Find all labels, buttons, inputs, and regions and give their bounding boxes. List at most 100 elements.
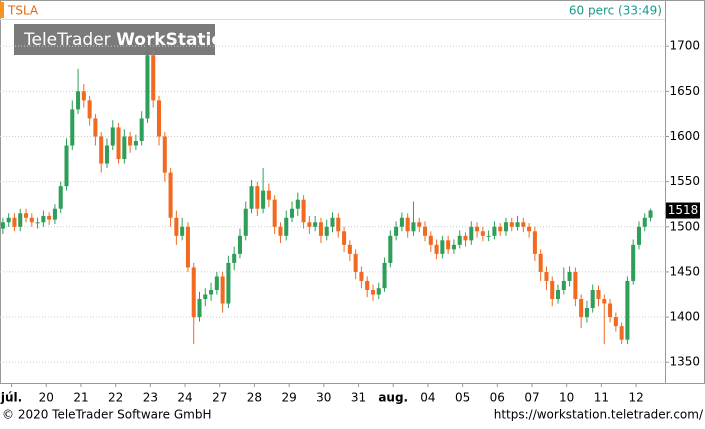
candle-body [579, 299, 584, 318]
last-price: 1518 [668, 203, 699, 217]
candle-body [133, 141, 138, 146]
x-tick-label: 30 [316, 391, 331, 405]
candle-body [266, 190, 271, 200]
candle-body [162, 136, 167, 173]
candle-body [87, 100, 92, 119]
candle-body [226, 262, 231, 304]
candle-body [509, 222, 514, 227]
candle-body [12, 217, 17, 227]
x-tick-label: 29 [281, 391, 296, 405]
candle-body [596, 289, 601, 300]
x-tick-label: 10 [559, 391, 574, 405]
candle-body [301, 199, 306, 223]
x-tick-label: 21 [73, 391, 88, 405]
y-tick-label: 1600 [669, 129, 700, 143]
candle-body [209, 289, 214, 295]
candle-body [295, 199, 300, 209]
candle-body [480, 231, 485, 236]
y-tick-label: 1650 [669, 84, 700, 98]
candle-body [151, 55, 156, 101]
x-tick-label: 06 [490, 391, 505, 405]
y-tick-label: 1500 [669, 219, 700, 233]
candle-body [243, 208, 248, 236]
watermark-box [14, 24, 215, 55]
candle-body [284, 217, 289, 236]
candle-body [492, 226, 497, 236]
candle-body [324, 226, 329, 236]
candle-body [168, 172, 173, 218]
candle-body [365, 280, 370, 290]
candle-body [405, 217, 410, 232]
candle-body [631, 244, 636, 281]
candle-body [237, 235, 243, 254]
candle-body [613, 317, 618, 327]
footer-left: © 2020 TeleTrader Software GmbH [2, 408, 212, 422]
candle-body [18, 213, 23, 227]
candle-body [422, 226, 428, 236]
candle-body [527, 226, 532, 232]
candle-body [220, 276, 225, 304]
candle-body [388, 235, 393, 263]
y-tick-label: 1350 [669, 355, 700, 369]
x-tick-label: 12 [628, 391, 643, 405]
candle-body [440, 240, 445, 254]
candle-body [93, 118, 98, 137]
candle-body [498, 226, 503, 232]
watermark-brand: TeleTrader [23, 30, 111, 50]
candle-body [399, 217, 404, 227]
x-tick-label: 11 [594, 391, 609, 405]
y-tick-label: 1550 [669, 174, 700, 188]
candle-body [394, 226, 399, 236]
candle-body [330, 217, 335, 227]
candle-body [376, 288, 381, 295]
candle-body [561, 280, 566, 290]
footer-right: https://workstation.teletrader.com/ [494, 408, 704, 422]
candle-body [584, 308, 589, 318]
candle-body [532, 231, 537, 254]
x-tick-label: 22 [108, 391, 123, 405]
candle-body [272, 199, 277, 227]
candle-body [475, 226, 480, 232]
last-price-box [666, 202, 700, 219]
candle-body [81, 91, 86, 101]
candle-body [318, 222, 323, 236]
candle-body [313, 222, 318, 227]
watermark: TeleTrader WorkStation [23, 30, 235, 50]
symbol: TSLA [7, 4, 39, 18]
x-tick-label: 28 [247, 391, 262, 405]
candle-body [567, 271, 572, 281]
candle-body [104, 145, 110, 164]
candle-body [145, 55, 150, 119]
candle-body [0, 222, 5, 229]
candle-body [70, 109, 75, 146]
candle-body [191, 267, 196, 318]
candle-body [486, 235, 491, 237]
candle-body [342, 231, 347, 245]
candle-body [463, 235, 468, 241]
candle-body [347, 244, 352, 254]
candle-body [515, 222, 520, 227]
candle-body [139, 118, 144, 141]
chart-frame [0, 0, 705, 384]
candle-body [434, 244, 439, 254]
candle-body [29, 217, 34, 223]
candle-body [255, 186, 260, 209]
candle-body [76, 91, 81, 110]
candle-body [110, 127, 115, 146]
candle-body [249, 186, 254, 209]
candle-body [608, 303, 613, 318]
candle-body [411, 222, 416, 232]
x-tick-label: 31 [351, 391, 366, 405]
x-tick-label: 27 [212, 391, 227, 405]
x-tick-label: 04 [420, 391, 435, 405]
candle-body [625, 280, 630, 340]
candle-body [289, 208, 295, 218]
candle-body [64, 145, 69, 187]
x-tick-label: 20 [39, 391, 54, 405]
candle-body [428, 235, 433, 245]
candle-body [185, 226, 190, 268]
candle-body [370, 289, 376, 295]
candle-body [180, 226, 185, 236]
y-tick-label: 1450 [669, 264, 700, 278]
